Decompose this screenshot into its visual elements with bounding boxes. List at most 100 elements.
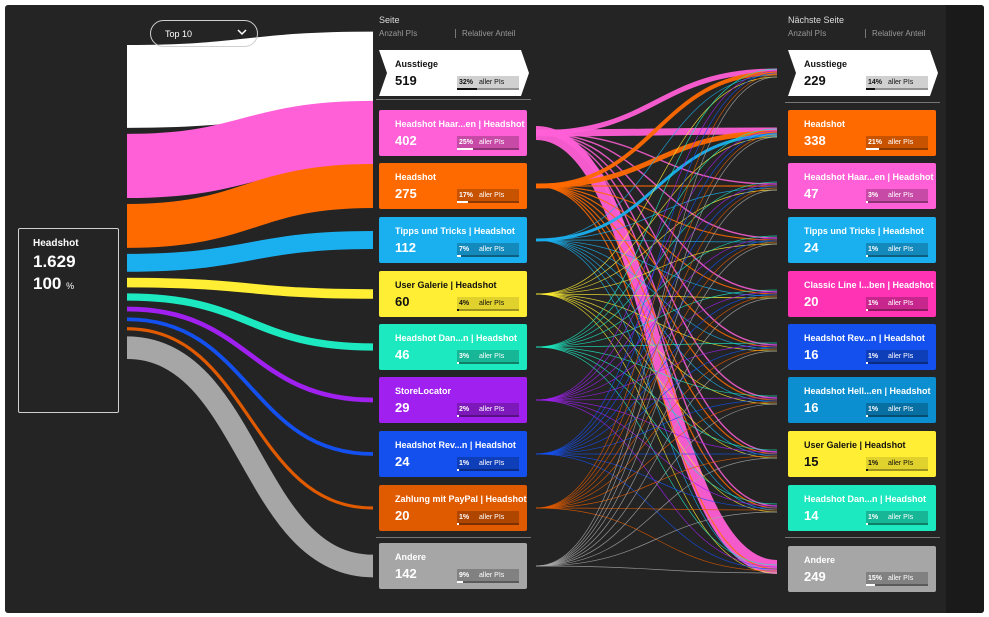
flow-mid-3-to-right-4 [535,239,778,297]
middle-node-headshot-haar-en-headshot[interactable]: Headshot Haar...en | Headshot 402 25% aller… [379,110,527,156]
source-node-headshot[interactable]: Headshot 1.629 100 % [18,228,119,413]
node-share-percent: 9% [459,572,470,579]
flow-mid-6-to-right-7 [535,399,778,453]
node-share-percent: 1% [868,246,879,253]
middle-node-andere[interactable]: Andere 142 9% aller PIs [379,543,527,589]
flow-mid-3-to-right-2 [535,187,778,241]
node-share-bar-track [866,523,928,525]
middle-node-storelocator[interactable]: StoreLocator 29 2% aller PIs [379,377,527,423]
node-name: Headshot Haar...en | Headshot [804,172,934,182]
right-node-headshot[interactable]: Headshot 338 21% aller PIs [788,110,936,156]
middle-column-title: Seite [379,15,400,25]
right-node-headshot-dan-n-headshot[interactable]: Headshot Dan...n | Headshot 14 1% aller PIs [788,485,936,531]
node-share-percent: 3% [459,353,470,360]
node-share-unit: aller PIs [888,246,914,253]
right-scroll-strip [946,5,984,613]
right-node-ausstiege[interactable]: Ausstiege 229 14% aller PIs [788,50,938,96]
right-node-tipps-und-tricks-headshot[interactable]: Tipps und Tricks | Headshot 24 1% aller PIs [788,217,936,263]
right-node-user-galerie-headshot[interactable]: User Galerie | Headshot 15 1% aller PIs [788,431,936,477]
node-share-bar-fill [866,88,875,90]
node-count: 20 [395,508,410,523]
flow-mid-6-to-right-5 [535,344,778,401]
node-name: User Galerie | Headshot [395,280,497,290]
node-count: 47 [804,186,819,201]
flow-mid-5-to-right-9 [535,346,778,566]
node-share-bar-track [457,581,519,583]
node-share-bar-fill [866,309,868,311]
node-share-badge: 1% aller PIs [866,243,928,257]
node-count: 275 [395,186,417,201]
node-count: 24 [395,454,410,469]
flow-mid-3-to-right-5 [535,239,778,350]
flow-mid-7-to-right-1 [535,132,778,455]
node-share-unit: aller PIs [479,192,505,199]
node-share-bar-track [457,88,519,90]
node-share-unit: aller PIs [888,139,914,146]
flow-mid-7-to-right-4 [535,293,778,455]
flow-mid-8-to-right-4 [535,295,778,509]
node-share-percent: 17% [459,192,474,199]
right-node-headshot-rev-n-headshot[interactable]: Headshot Rev...n | Headshot 16 1% aller PIs [788,324,936,370]
right-bottom-divider [785,537,940,538]
node-share-bar-fill [866,201,868,203]
flow-source-to-2 [126,164,374,248]
node-share-badge: 4% aller PIs [457,297,519,311]
node-name: User Galerie | Headshot [804,440,906,450]
node-name: Headshot Rev...n | Headshot [395,440,516,450]
node-name: Andere [804,555,836,565]
node-share-bar-track [457,415,519,417]
middle-node-headshot[interactable]: Headshot 275 17% aller PIs [379,163,527,209]
node-share-badge: 2% aller PIs [457,403,519,417]
middle-node-headshot-rev-n-headshot[interactable]: Headshot Rev...n | Headshot 24 1% aller PIs [379,431,527,477]
middle-node-zahlung-mit-paypal-headshot[interactable]: Zahlung mit PayPal | Headshot 20 1% aller P… [379,485,527,531]
node-share-unit: aller PIs [479,139,505,146]
node-share-bar-fill [457,362,459,364]
node-count: 519 [395,73,417,88]
node-share-bar-fill [457,581,463,583]
node-name: Tipps und Tricks | Headshot [804,226,924,236]
node-share-unit: aller PIs [888,460,914,467]
flow-mid-4-to-right-6 [535,293,778,405]
node-share-unit: aller PIs [888,79,914,86]
node-name: StoreLocator [395,386,452,396]
middle-node-tipps-und-tricks-headshot[interactable]: Tipps und Tricks | Headshot 112 7% aller PI… [379,217,527,263]
node-share-bar-fill [457,88,477,90]
node-share-badge: 21% aller PIs [866,136,928,150]
flow-mid-2-to-right-1 [535,130,778,189]
node-share-percent: 7% [459,246,470,253]
right-node-classic-line-l-ben-headshot[interactable]: Classic Line l...ben | Headshot 20 1% aller… [788,271,936,317]
right-node-andere[interactable]: Andere 249 15% aller PIs [788,546,936,592]
middle-node-ausstiege[interactable]: Ausstiege 519 32% aller PIs [379,50,529,96]
dropdown-label: Top 10 [165,29,193,39]
node-share-unit: aller PIs [888,353,914,360]
flow-mid-9-to-right-7 [535,457,778,567]
flow-mid-4-to-right-2 [535,189,778,295]
top-n-dropdown[interactable]: Top 10 [150,20,258,47]
node-share-bar-fill [457,309,460,311]
flow-mid-8-to-right-9 [535,507,778,572]
flow-mid-1-to-right-5 [535,132,778,346]
node-share-percent: 2% [459,406,470,413]
node-share-bar-track [457,255,519,257]
node-share-badge: 1% aller PIs [457,457,519,471]
right-node-headshot-hell-en-headshot[interactable]: Headshot Hell...en | Headshot 16 1% aller P… [788,377,936,423]
flow-mid-8-to-right-8 [535,507,778,511]
right-node-headshot-haar-en-headshot[interactable]: Headshot Haar...en | Headshot 47 3% aller P… [788,163,936,209]
flow-mid-6-to-right-3 [535,237,778,401]
node-share-bar-track [866,255,928,257]
node-share-bar-track [866,88,928,90]
node-share-percent: 4% [459,300,470,307]
middle-column-share-label: Relativer Anteil [455,29,515,38]
node-count: 20 [804,294,819,309]
flow-source-to-1 [126,100,374,198]
flow-mid-5-to-right-0 [535,68,778,348]
middle-node-user-galerie-headshot[interactable]: User Galerie | Headshot 60 4% aller PIs [379,271,527,317]
node-share-percent: 1% [868,460,879,467]
middle-node-headshot-dan-n-headshot[interactable]: Headshot Dan...n | Headshot 46 3% aller PIs [379,324,527,370]
node-share-bar-fill [866,523,868,525]
node-share-percent: 1% [459,460,470,467]
node-share-percent: 1% [868,406,879,413]
flow-source-to-3 [126,231,374,272]
flow-mid-9-to-right-2 [535,189,778,567]
node-count: 16 [804,400,819,415]
